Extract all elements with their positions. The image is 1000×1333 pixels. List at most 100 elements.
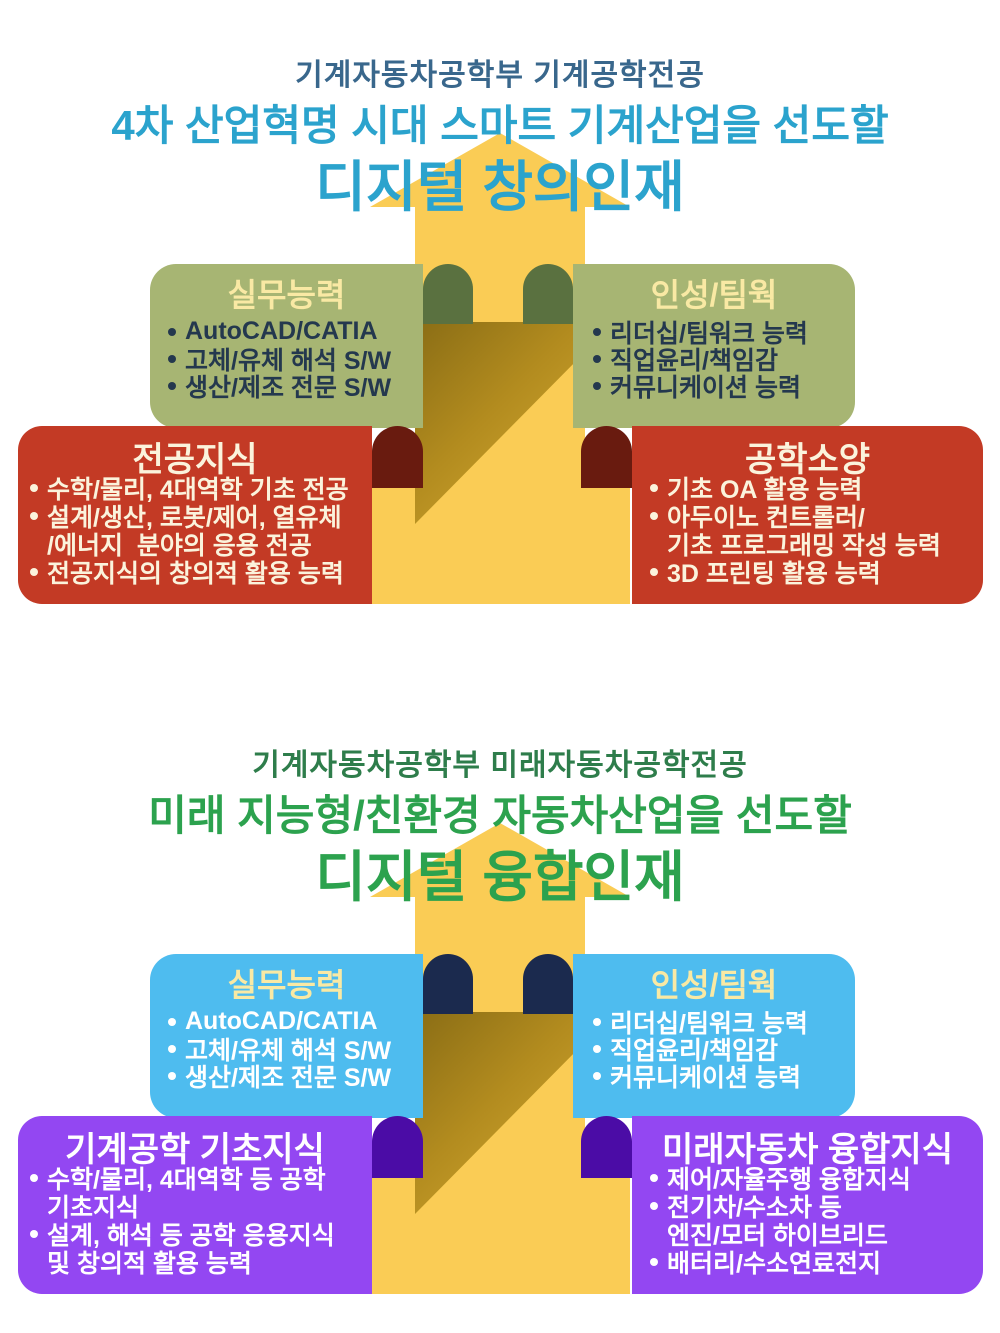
box-heading: 인성/팀웍 [650, 967, 778, 1003]
list-item: 3D 프린팅 활용 능력 [650, 558, 941, 588]
list-item: 배터리/수소연료전지 [650, 1248, 911, 1278]
list-item-text: AutoCAD/CATIA [185, 317, 378, 345]
list-item: 설계/생산, 로봇/제어, 열유체 [30, 502, 349, 532]
box-mechanical-basics: 기계공학 기초지식 수학/물리, 4대역학 등 공학 기초지식 설계, 해석 등… [18, 1116, 372, 1294]
bullet-icon [593, 381, 601, 390]
box-heading: 실무능력 [227, 967, 346, 1003]
bullet-icon [650, 1202, 658, 1210]
box-heading: 공학소양 [744, 441, 871, 479]
list-item-text: 리더십/팀워크 능력 [610, 1009, 808, 1038]
bullet-list: 수학/물리, 4대역학 등 공학 기초지식 설계, 해석 등 공학 응용지식 및… [30, 1164, 335, 1278]
tunnel-arch [423, 264, 473, 324]
box-character-teamwork: 인성/팀웍 리더십/팀워크 능력 직업윤리/책임감 커뮤니케이션 능력 [573, 954, 855, 1118]
bullet-icon [650, 484, 658, 492]
list-item-continuation: 및 창의적 활용 능력 [30, 1248, 335, 1278]
list-item-text: AutoCAD/CATIA [185, 1007, 378, 1035]
list-item-text: 전기차/수소차 등 [667, 1194, 842, 1222]
bullet-list: 리더십/팀워크 능력 직업윤리/책임감 커뮤니케이션 능력 [593, 318, 808, 402]
box-future-car-convergence: 미래자동차 융합지식 제어/자율주행 융합지식 전기차/수소차 등 엔진/모터 … [632, 1116, 983, 1294]
tunnel-arch [581, 1116, 632, 1178]
tunnel-arch [372, 1116, 423, 1178]
bullet-icon [168, 1044, 176, 1053]
tunnel-arch [372, 426, 423, 488]
bullet-icon [168, 327, 176, 336]
list-item: 직업윤리/책임감 [593, 1035, 808, 1065]
list-item-text: /에너지 분야의 응용 전공 [47, 532, 312, 560]
list-item-text: 직업윤리/책임감 [610, 1036, 778, 1065]
bullet-icon [650, 568, 658, 576]
list-item: AutoCAD/CATIA [168, 1007, 391, 1035]
bullet-icon [30, 1230, 38, 1238]
section-title: 4차 산업혁명 시대 스마트 기계산업을 선도할 [111, 102, 889, 149]
list-item-text: 리더십/팀워크 능력 [610, 319, 808, 348]
bullet-list: 수학/물리, 4대역학 기초 전공 설계/생산, 로봇/제어, 열유체 /에너지… [30, 474, 349, 588]
box-heading: 미래자동차 융합지식 [662, 1131, 953, 1169]
bullet-icon [30, 1174, 38, 1182]
list-item-text: 생산/제조 전문 S/W [185, 373, 392, 402]
list-item: 리더십/팀워크 능력 [593, 318, 808, 348]
list-item-text: 수학/물리, 4대역학 기초 전공 [47, 476, 349, 504]
list-item: 고체/유체 해석 S/W [168, 1035, 391, 1065]
list-item-text: 아두이노 컨트롤러/ [667, 504, 865, 532]
list-item-continuation: 엔진/모터 하이브리드 [650, 1220, 911, 1250]
bullet-list: 리더십/팀워크 능력 직업윤리/책임감 커뮤니케이션 능력 [593, 1008, 808, 1092]
list-item: 직업윤리/책임감 [593, 345, 808, 375]
list-item: 생산/제조 전문 S/W [168, 372, 391, 402]
list-item-text: 전공지식의 창의적 활용 능력 [47, 560, 344, 588]
box-heading: 실무능력 [227, 277, 346, 313]
tunnel-arch [523, 954, 573, 1014]
list-item: 아두이노 컨트롤러/ [650, 502, 941, 532]
list-item-text: 커뮤니케이션 능력 [610, 373, 801, 402]
bullet-icon [30, 568, 38, 576]
list-item-text: 배터리/수소연료전지 [667, 1250, 881, 1278]
box-engineering-literacy: 공학소양 기초 OA 활용 능력 아두이노 컨트롤러/ 기초 프로그래밍 작성 … [632, 426, 983, 604]
box-heading: 기계공학 기초지식 [65, 1131, 325, 1169]
bullet-icon [168, 381, 176, 390]
tunnel-arch [581, 426, 632, 488]
box-character-teamwork: 인성/팀웍 리더십/팀워크 능력 직업윤리/책임감 커뮤니케이션 능력 [573, 264, 855, 428]
list-item-text: 수학/물리, 4대역학 등 공학 [47, 1166, 326, 1194]
tunnel-arch [423, 954, 473, 1014]
bullet-list: 기초 OA 활용 능력 아두이노 컨트롤러/ 기초 프로그래밍 작성 능력 3D… [650, 474, 941, 588]
list-item-text: 직업윤리/책임감 [610, 346, 778, 375]
list-item: 전기차/수소차 등 [650, 1192, 911, 1222]
list-item: 전공지식의 창의적 활용 능력 [30, 558, 349, 588]
bullet-icon [593, 354, 601, 363]
arrow-shading [415, 1012, 585, 1214]
list-item-text: 커뮤니케이션 능력 [610, 1063, 801, 1092]
bullet-icon [593, 1017, 601, 1026]
list-item-continuation: /에너지 분야의 응용 전공 [30, 530, 349, 560]
list-item-text: 설계, 해석 등 공학 응용지식 [47, 1222, 335, 1250]
section-subtitle: 디지털 창의인재 [315, 156, 685, 218]
list-item: AutoCAD/CATIA [168, 317, 391, 345]
section-title: 미래 지능형/친환경 자동차산업을 선도할 [148, 792, 852, 839]
box-practical-skills: 실무능력 AutoCAD/CATIA 고체/유체 해석 S/W 생산/제조 전문… [150, 264, 423, 428]
bullet-icon [168, 1071, 176, 1080]
bullet-icon [593, 1071, 601, 1080]
box-practical-skills: 실무능력 AutoCAD/CATIA 고체/유체 해석 S/W 생산/제조 전문… [150, 954, 423, 1118]
bullet-icon [168, 1017, 176, 1026]
list-item: 커뮤니케이션 능력 [593, 372, 808, 402]
bullet-list: 제어/자율주행 융합지식 전기차/수소차 등 엔진/모터 하이브리드 배터리/수… [650, 1164, 911, 1278]
list-item-text: 기초 OA 활용 능력 [667, 476, 863, 504]
list-item-continuation: 기초 프로그래밍 작성 능력 [650, 530, 941, 560]
list-item: 제어/자율주행 융합지식 [650, 1164, 911, 1194]
list-item-continuation: 기초지식 [30, 1192, 335, 1222]
bullet-icon [650, 1258, 658, 1266]
list-item-text: 엔진/모터 하이브리드 [667, 1222, 888, 1250]
bullet-icon [30, 484, 38, 492]
list-item: 수학/물리, 4대역학 등 공학 [30, 1164, 335, 1194]
list-item: 생산/제조 전문 S/W [168, 1062, 391, 1092]
list-item-text: 고체/유체 해석 S/W [185, 346, 392, 375]
list-item-text: 설계/생산, 로봇/제어, 열유체 [47, 504, 342, 532]
list-item: 수학/물리, 4대역학 기초 전공 [30, 474, 349, 504]
list-item-text: 고체/유체 해석 S/W [185, 1036, 392, 1065]
list-item-text: 및 창의적 활용 능력 [47, 1250, 252, 1278]
bullet-list: AutoCAD/CATIA 고체/유체 해석 S/W 생산/제조 전문 S/W [168, 1007, 391, 1092]
bullet-icon [650, 512, 658, 520]
box-heading: 인성/팀웍 [650, 277, 778, 313]
section-mechanical: 기계자동차공학부 기계공학전공 4차 산업혁명 시대 스마트 기계산업을 선도할… [0, 0, 1000, 643]
bullet-icon [593, 1044, 601, 1053]
list-item: 설계, 해석 등 공학 응용지식 [30, 1220, 335, 1250]
